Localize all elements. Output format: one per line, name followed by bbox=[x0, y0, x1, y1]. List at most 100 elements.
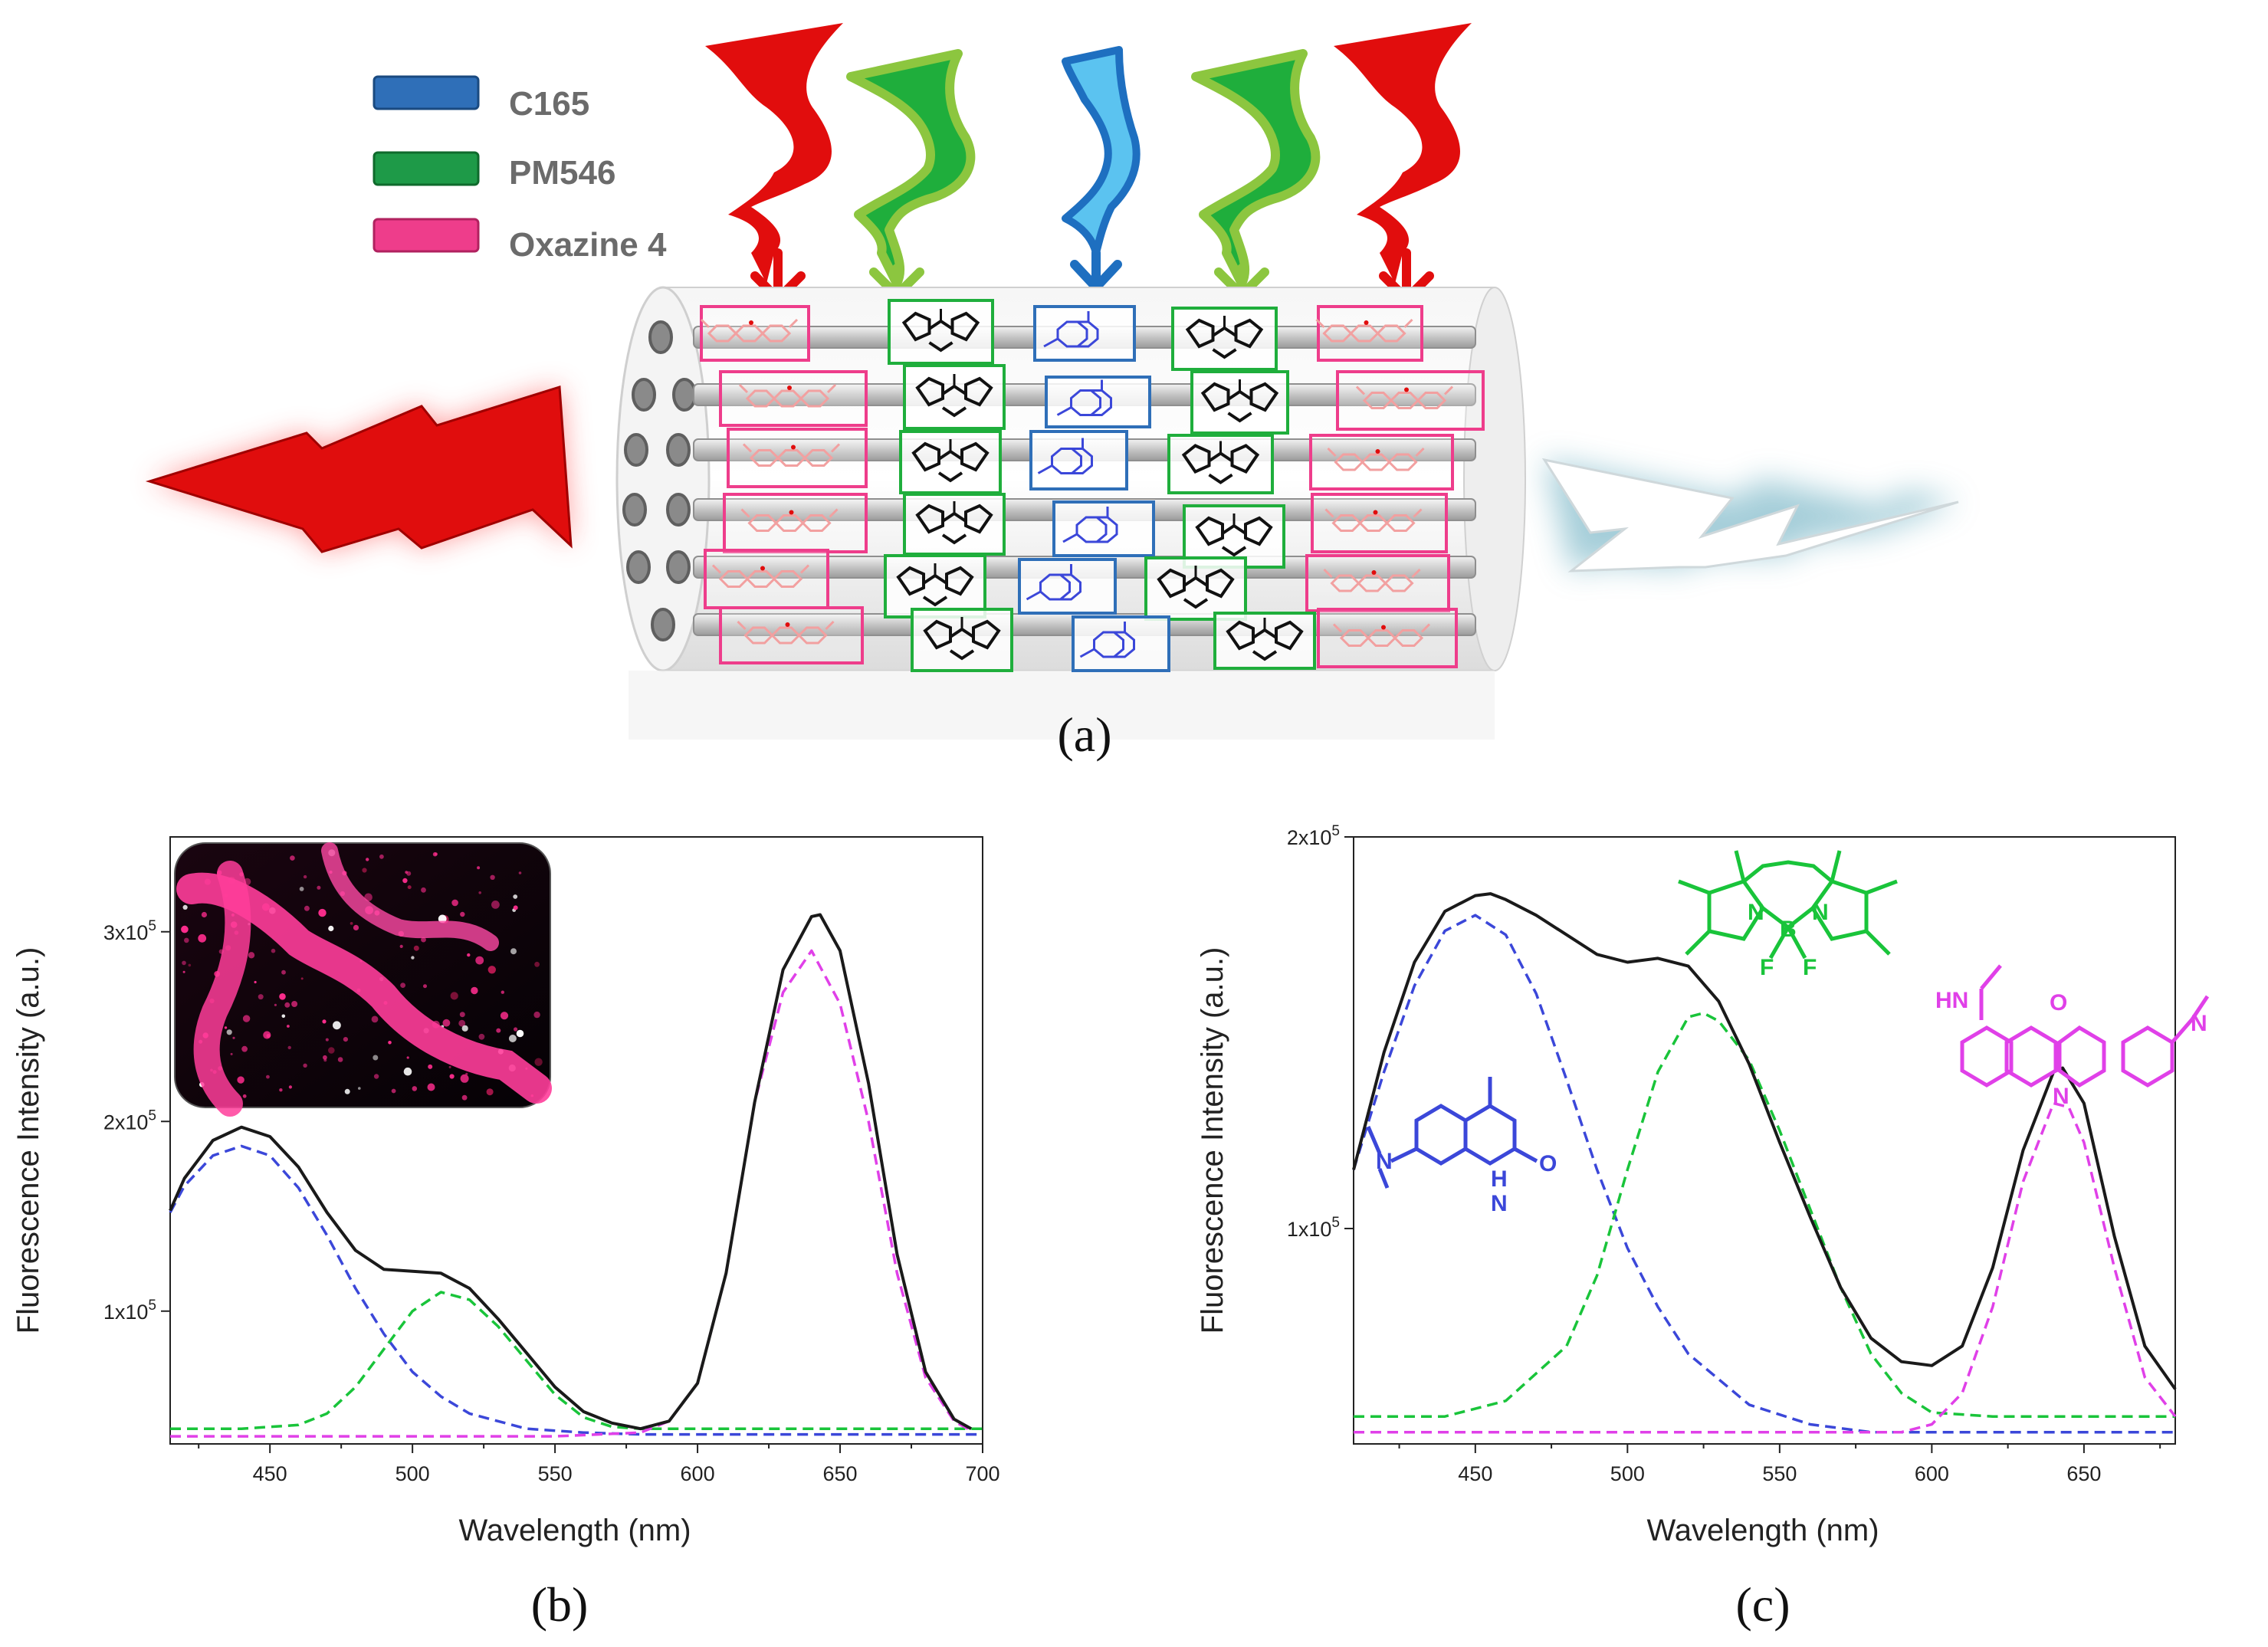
inset-speckle bbox=[428, 1064, 433, 1069]
legend-label-pm546: PM546 bbox=[509, 154, 615, 192]
inset-speckle bbox=[254, 980, 257, 984]
inset-speckle bbox=[188, 963, 192, 967]
legend: C165 PM546 Oxazine 4 bbox=[373, 75, 667, 264]
inset-speckle bbox=[344, 1088, 350, 1094]
c165-structure-icon bbox=[1366, 1077, 1538, 1189]
pm546-molecule-box bbox=[903, 364, 1006, 430]
panel-a: C165 PM546 Oxazine 4 bbox=[145, 23, 1959, 762]
x-tick-label: 600 bbox=[1915, 1462, 1949, 1485]
oxazine4-molecule-box bbox=[719, 606, 864, 664]
x-tick-label: 450 bbox=[1458, 1462, 1492, 1485]
panel-label-b: (b) bbox=[531, 1577, 589, 1632]
inset-speckle bbox=[279, 1088, 283, 1092]
pm546-molecule-box bbox=[911, 608, 1013, 672]
oxygen-atom bbox=[787, 386, 792, 390]
oxazine4-molecule-box bbox=[723, 493, 868, 553]
series-line-oxazine-4 bbox=[170, 949, 972, 1438]
x-tick-label: 650 bbox=[823, 1462, 858, 1485]
oxazine-n-ring: N bbox=[2053, 1084, 2069, 1109]
inset-speckle bbox=[263, 1031, 271, 1039]
oxygen-atom bbox=[785, 622, 790, 627]
inset-speckle bbox=[323, 1058, 327, 1062]
x-tick-label: 550 bbox=[1762, 1462, 1797, 1485]
inset-speckle bbox=[458, 1019, 466, 1027]
coumarin-o: O bbox=[1539, 1151, 1557, 1176]
x-axis-title-c: Wavelength (nm) bbox=[1646, 1514, 1879, 1547]
series-line-c165 bbox=[169, 1144, 983, 1436]
inset-speckle bbox=[460, 911, 465, 917]
panel-label-a: (a) bbox=[1057, 707, 1111, 762]
inset-speckle bbox=[281, 1014, 286, 1019]
bodipy-f2: F bbox=[1803, 955, 1817, 980]
inset-speckle bbox=[322, 1019, 327, 1024]
inset-speckle bbox=[182, 970, 185, 973]
inset-speckle bbox=[413, 945, 419, 951]
inset-speckle bbox=[432, 851, 438, 857]
pm546-molecule-box bbox=[1144, 556, 1247, 621]
x-tick-label: 650 bbox=[2066, 1462, 2101, 1485]
inset-speckle bbox=[232, 1036, 235, 1039]
inset-speckle bbox=[362, 868, 367, 873]
green-excitation-arrow-icon bbox=[846, 49, 976, 302]
inset-speckle bbox=[303, 1063, 307, 1068]
inset-speckle bbox=[328, 1047, 335, 1054]
legend-swatch-c165 bbox=[373, 75, 480, 110]
white-lightning-icon bbox=[1541, 458, 1959, 573]
inset-speckle bbox=[491, 901, 500, 909]
inset-speckle bbox=[508, 1035, 517, 1042]
inset-speckle bbox=[459, 1012, 465, 1018]
bodipy-b: B bbox=[1780, 917, 1797, 942]
oxazine4-molecule-box bbox=[1311, 493, 1448, 553]
blue-excitation-arrow-icon bbox=[1062, 46, 1141, 294]
inset-speckle bbox=[288, 1085, 292, 1089]
y-tick-label: 2x105 bbox=[1287, 823, 1340, 849]
inset-speckle bbox=[333, 1021, 341, 1030]
inset-micrograph bbox=[174, 842, 552, 1117]
legend-label-c165: C165 bbox=[509, 85, 589, 123]
coumarin-n-ring: N bbox=[1491, 1191, 1508, 1216]
inset-speckle bbox=[271, 948, 276, 953]
coumarin-n-amine: N bbox=[1376, 1149, 1393, 1174]
inset-speckle bbox=[471, 986, 478, 995]
inset-speckle bbox=[281, 969, 286, 975]
oxygen-atom bbox=[1375, 449, 1380, 454]
c165-molecule-box bbox=[1033, 305, 1136, 362]
inset-speckle bbox=[242, 1015, 251, 1022]
inset-speckle bbox=[403, 1067, 412, 1076]
inset-speckle bbox=[516, 1029, 524, 1038]
inset-speckle bbox=[182, 960, 186, 966]
inset-speckle bbox=[373, 1055, 379, 1061]
coumarin-nh: H bbox=[1491, 1166, 1508, 1192]
inset-speckle bbox=[486, 1088, 494, 1096]
inset-speckle bbox=[478, 891, 481, 894]
inset-speckle bbox=[477, 866, 481, 870]
pm546-molecule-box bbox=[903, 493, 1006, 556]
inset-speckle bbox=[449, 1074, 455, 1079]
inset-speckle bbox=[266, 1074, 270, 1079]
inset-speckle bbox=[421, 887, 426, 893]
inset-speckle bbox=[274, 1003, 277, 1006]
pm546-molecule-box bbox=[888, 299, 994, 365]
inset-speckle bbox=[423, 984, 427, 989]
oxazine4-molecule-box bbox=[1336, 370, 1485, 431]
inset-speckle bbox=[478, 1033, 485, 1040]
inset-speckle bbox=[421, 937, 426, 943]
channel-openings bbox=[622, 320, 697, 641]
inset-speckle bbox=[318, 908, 327, 917]
inset-speckle bbox=[379, 854, 384, 859]
inset-speckle bbox=[287, 1045, 291, 1050]
inset-speckle bbox=[427, 1083, 435, 1091]
inset-speckle bbox=[291, 1001, 298, 1007]
inset-speckle bbox=[451, 899, 458, 907]
zeolite-cylinder bbox=[615, 286, 1526, 740]
legend-item-c165: C165 bbox=[373, 75, 589, 123]
inset-speckle bbox=[465, 1072, 468, 1075]
inset-speckle bbox=[358, 1087, 361, 1090]
oxazine-hn: HN bbox=[1935, 988, 1968, 1013]
inset-speckle bbox=[300, 977, 304, 980]
inset-speckle bbox=[399, 944, 403, 948]
inset-speckle bbox=[328, 925, 334, 932]
inset-speckle bbox=[501, 990, 504, 994]
series-line-pm546 bbox=[1354, 1012, 2175, 1418]
